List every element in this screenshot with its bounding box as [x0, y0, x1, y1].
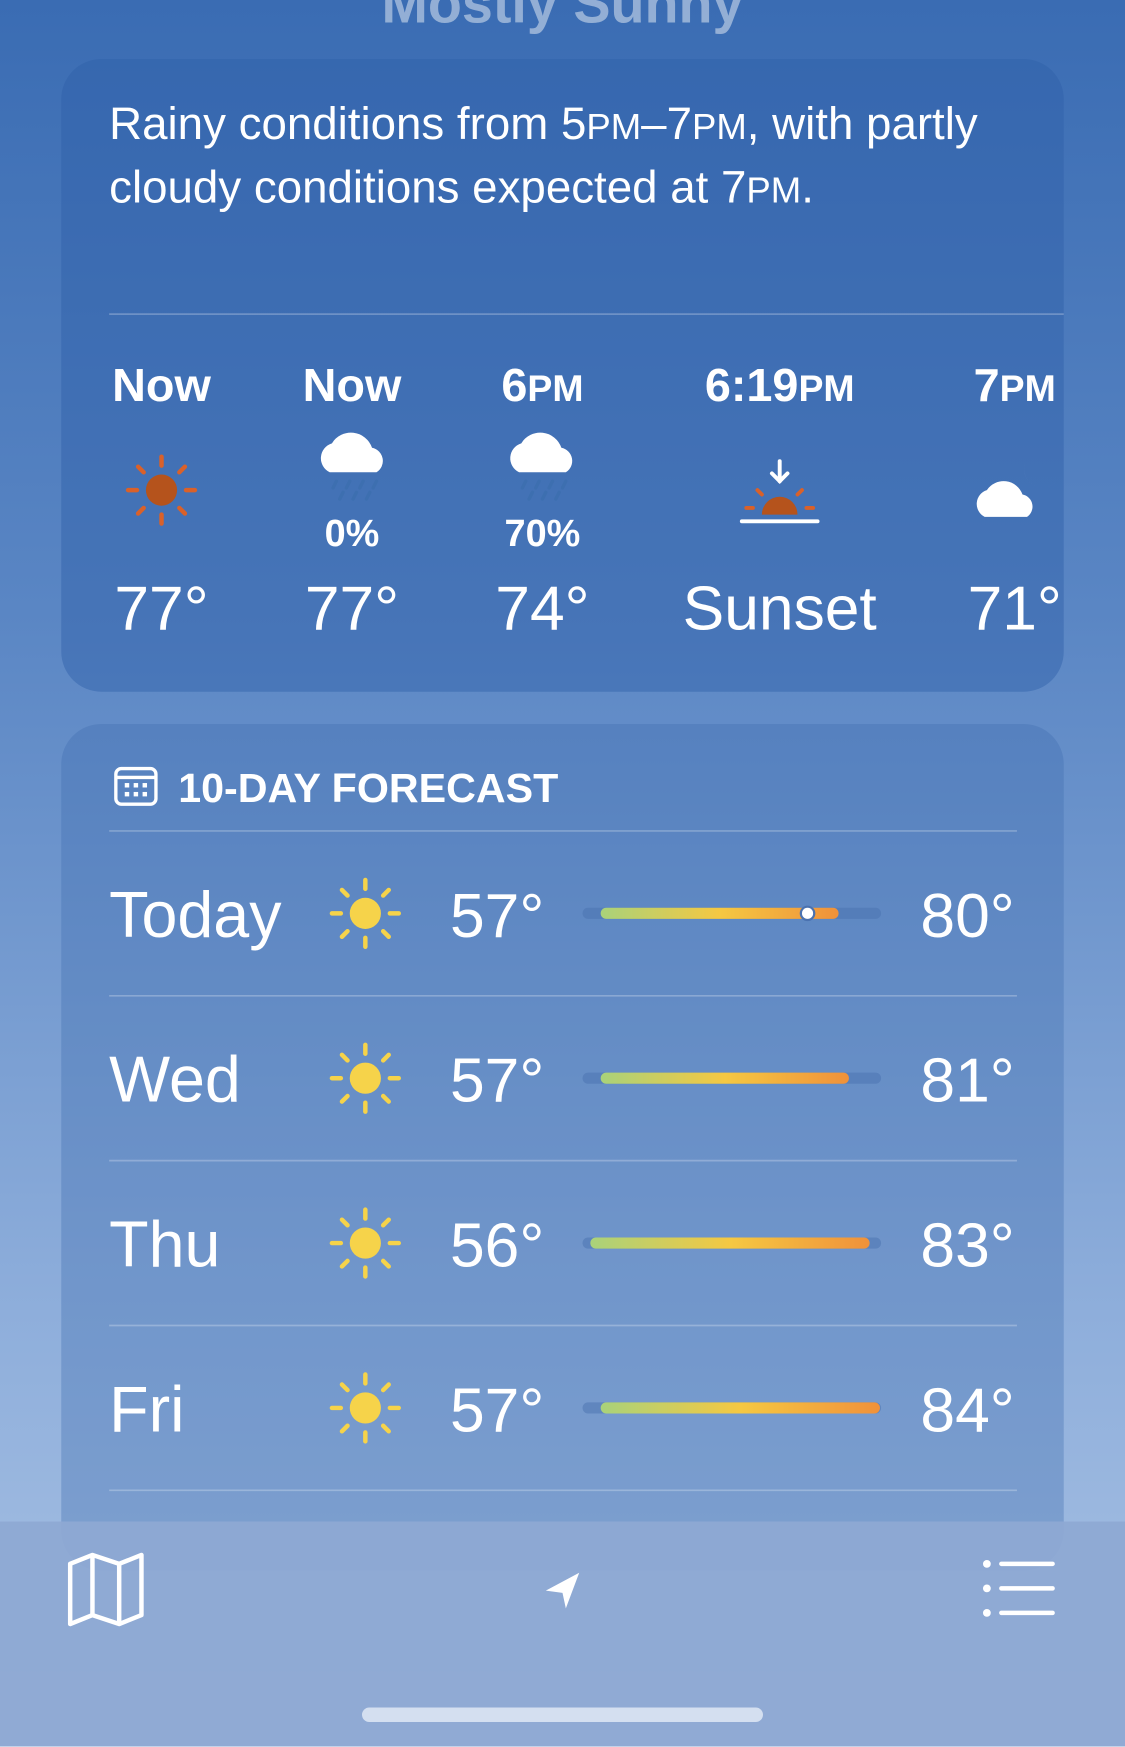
low-temp: 57° [450, 1047, 544, 1116]
range-bar [590, 1237, 870, 1249]
sun-icon [125, 454, 198, 526]
hour-temp: 77° [305, 574, 399, 643]
forecast-title: 10-DAY FORECAST [178, 765, 558, 811]
sunset-icon [739, 459, 820, 524]
day-name: Thu [109, 1208, 220, 1280]
precip-chance: 0% [325, 513, 380, 555]
sun-icon [332, 1210, 399, 1277]
low-temp: 57° [450, 882, 544, 951]
day-name: Wed [109, 1044, 241, 1116]
low-temp: 57° [450, 1376, 544, 1445]
day-name: Today [109, 879, 282, 951]
forecast-card [61, 724, 1064, 1571]
hour-temp: 77° [114, 574, 208, 643]
range-bar [600, 1072, 849, 1084]
high-temp: 80° [920, 882, 1014, 951]
home-indicator [362, 1707, 763, 1723]
location-button[interactable] [545, 1572, 580, 1609]
map-button[interactable] [67, 1552, 144, 1627]
low-temp: 56° [450, 1211, 544, 1280]
high-temp: 81° [920, 1047, 1014, 1116]
hour-time: 6:19PM [705, 359, 855, 411]
hour-temp: 74° [495, 574, 589, 643]
hour-time: 6PM [501, 359, 583, 411]
high-temp: 84° [920, 1376, 1014, 1445]
hourly-card [61, 59, 1064, 692]
hour-temp: Sunset [683, 574, 877, 643]
day-name: Fri [109, 1373, 184, 1445]
sun-icon [332, 880, 399, 947]
sun-icon [332, 1375, 399, 1442]
moon-cloud-icon [976, 458, 1059, 517]
range-bar [600, 1402, 880, 1414]
hour-time: Now [303, 359, 402, 411]
hour-temp: 71° [968, 574, 1062, 643]
condition: Mostly Sunny [381, 0, 743, 34]
hour-time: 7PM [974, 359, 1056, 411]
hour-time: Now [112, 359, 211, 411]
list-button[interactable] [982, 1559, 1055, 1617]
sun-icon [332, 1045, 399, 1112]
calendar-icon [114, 766, 158, 806]
hourly-summary: Rainy conditions from 5PM–7PM, with part… [109, 98, 978, 213]
current-temp-dot [801, 907, 814, 919]
precip-chance: 70% [505, 513, 581, 555]
range-bar [600, 907, 839, 919]
high-temp: 83° [920, 1211, 1014, 1280]
